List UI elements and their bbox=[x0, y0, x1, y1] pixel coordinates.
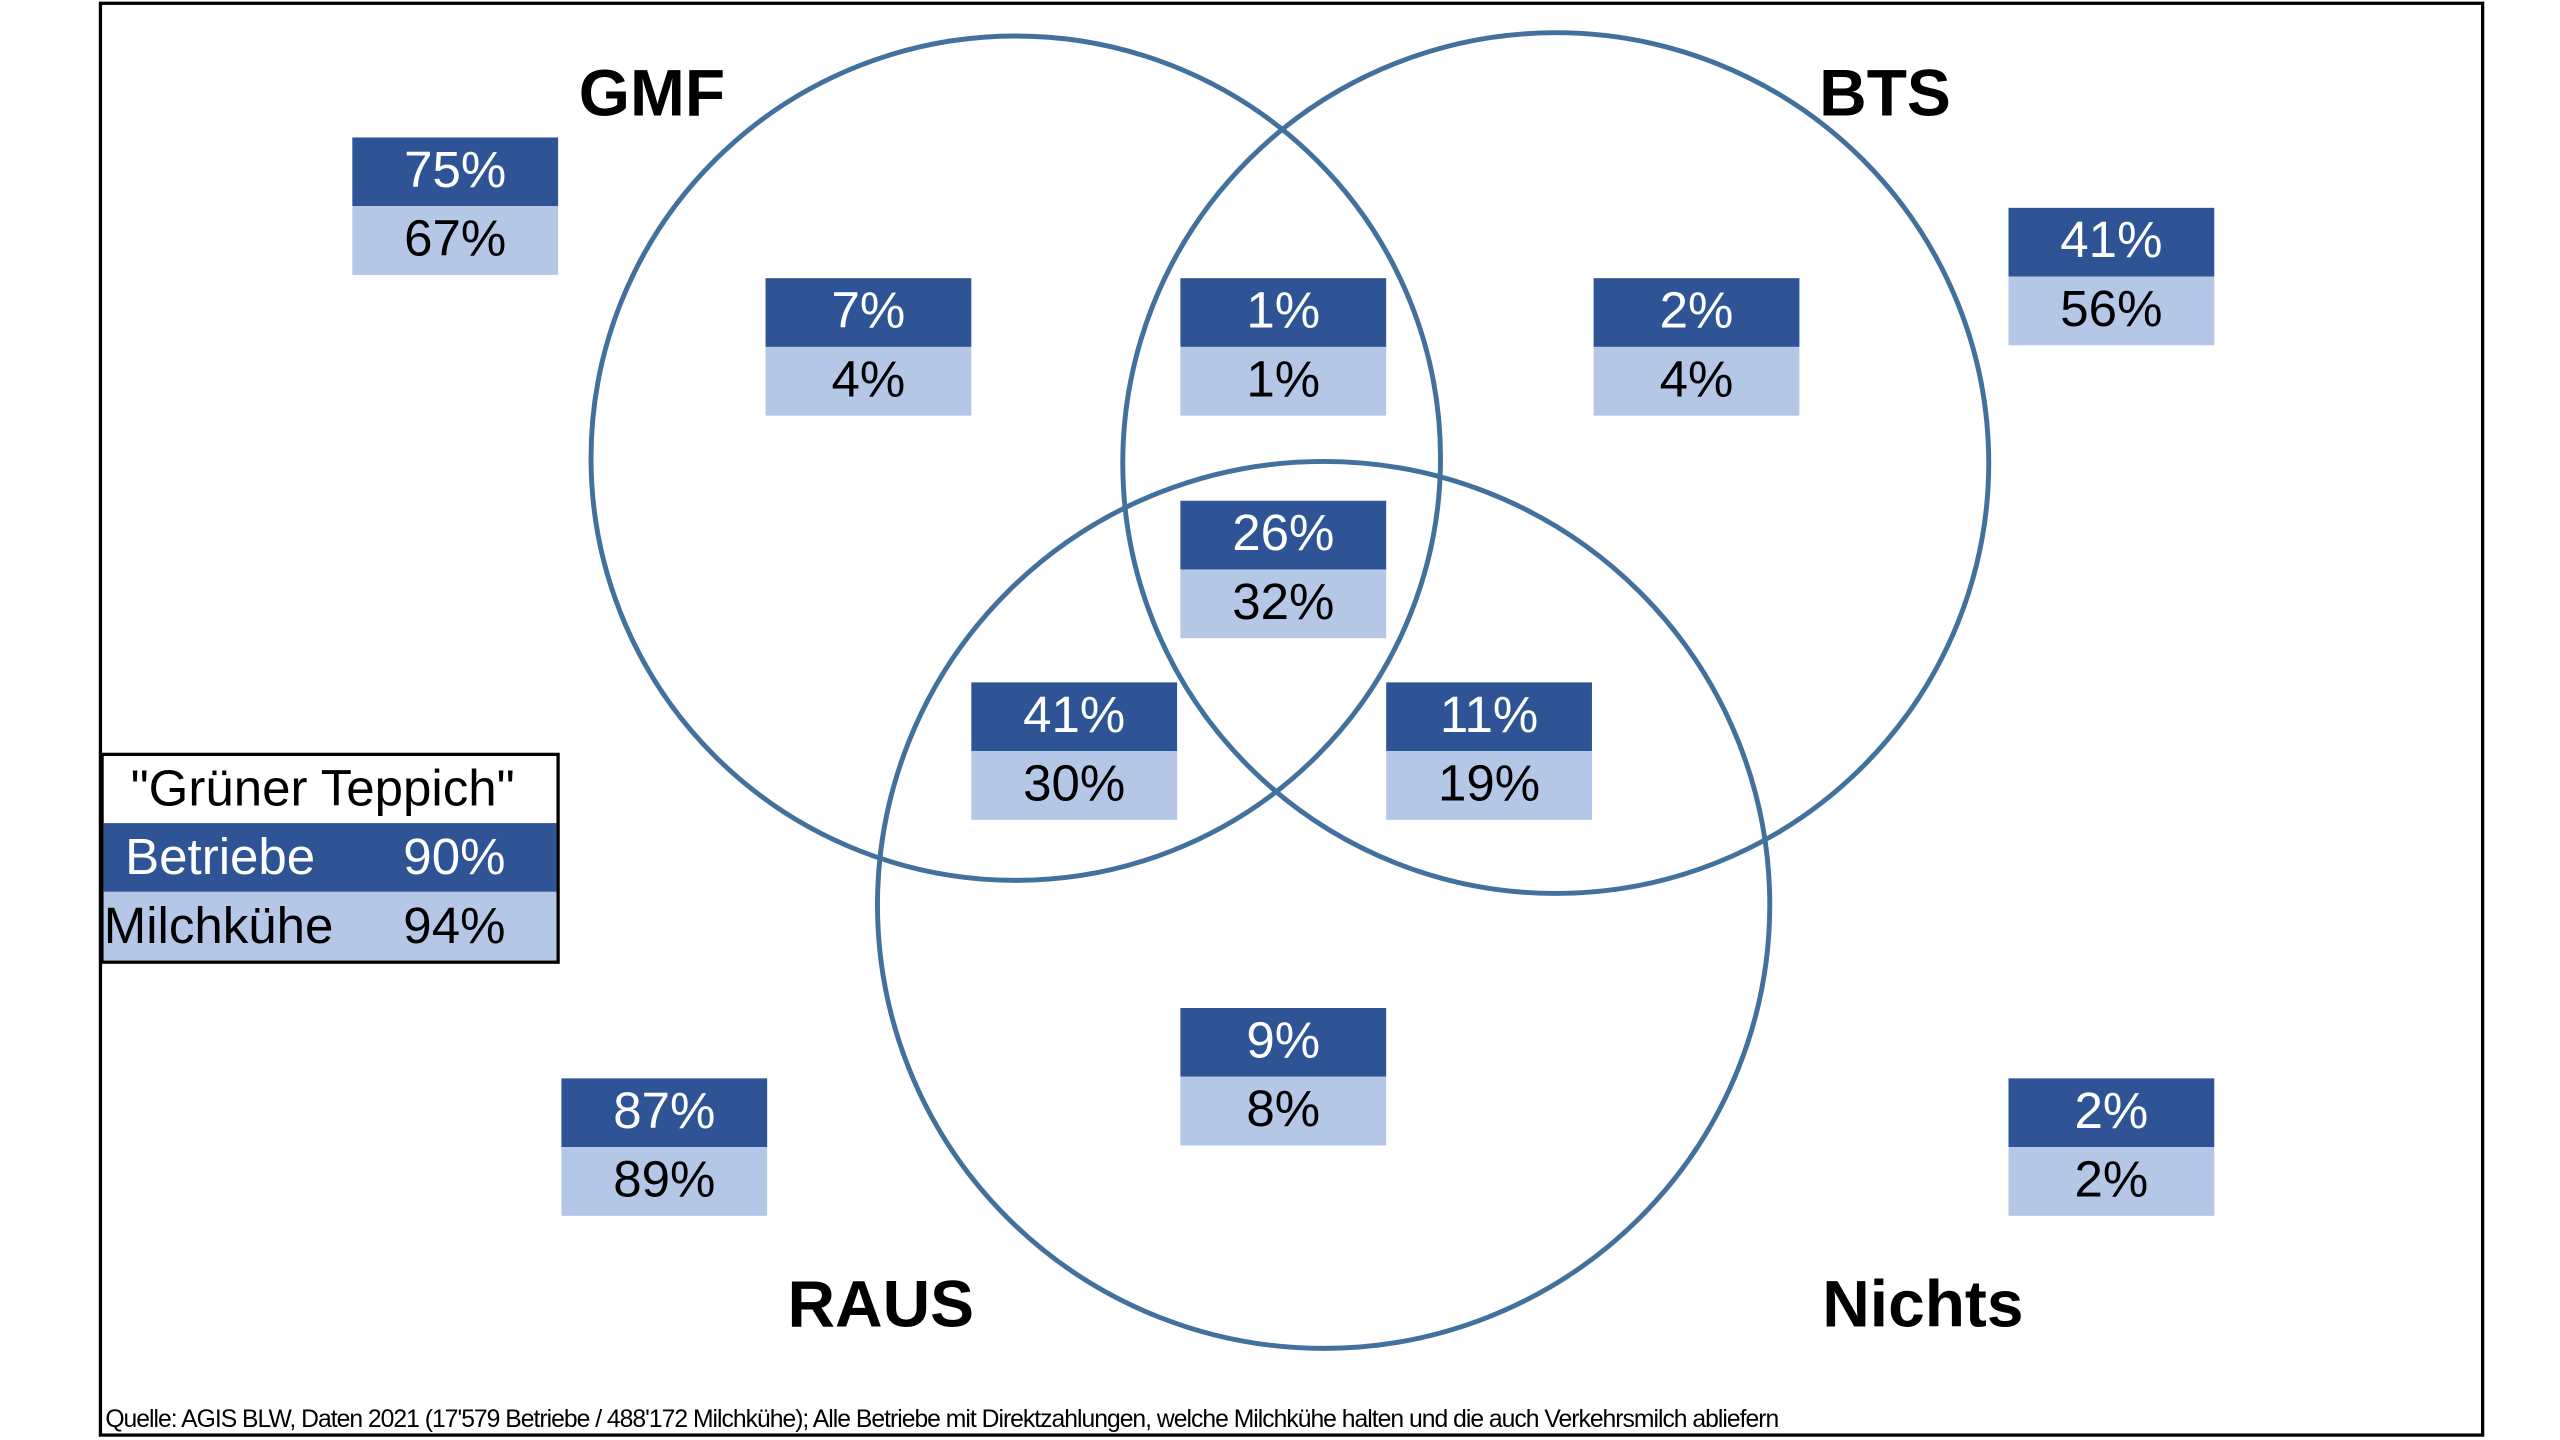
region-betriebe-bg bbox=[1386, 682, 1592, 752]
region-milchkuehe-bg bbox=[1180, 346, 1387, 416]
region-milchkuehe: 89% bbox=[613, 1151, 715, 1208]
region-betriebe-bg bbox=[2008, 1078, 2215, 1148]
region-milchkuehe-bg bbox=[765, 346, 972, 416]
region-betriebe-bg bbox=[1180, 1008, 1387, 1077]
region-betriebe: 75% bbox=[404, 141, 506, 198]
region-betriebe: 2% bbox=[1660, 282, 1734, 339]
region-betriebe-bg bbox=[971, 682, 1178, 752]
region-milchkuehe-bg bbox=[1593, 346, 1800, 416]
region-betriebe: 41% bbox=[2060, 211, 2162, 268]
legend-label: Betriebe bbox=[125, 828, 315, 885]
region-betriebe: 9% bbox=[1246, 1012, 1320, 1069]
region-milchkuehe-bg bbox=[2008, 1147, 2215, 1216]
set-label: Nichts bbox=[1822, 1268, 2023, 1341]
region-milchkuehe: 30% bbox=[1023, 755, 1125, 812]
region-betriebe: 87% bbox=[613, 1082, 715, 1139]
region-milchkuehe: 56% bbox=[2060, 280, 2162, 337]
region-milchkuehe-bg bbox=[2008, 276, 2215, 346]
region-milchkuehe-bg bbox=[561, 1147, 768, 1216]
region-betriebe: 11% bbox=[1440, 686, 1538, 743]
region-milchkuehe: 8% bbox=[1246, 1080, 1320, 1137]
region-betriebe-bg bbox=[1180, 278, 1387, 347]
region-betriebe-bg bbox=[352, 137, 559, 207]
circle-gmf bbox=[588, 33, 1443, 883]
source-note: Quelle: AGIS BLW, Daten 2021 (17'579 Bet… bbox=[105, 1406, 1778, 1433]
region-milchkuehe-bg bbox=[1386, 751, 1592, 820]
region-milchkuehe: 1% bbox=[1246, 350, 1320, 407]
region-milchkuehe: 4% bbox=[832, 350, 906, 407]
region-betriebe-bg bbox=[765, 278, 972, 347]
region-milchkuehe-bg bbox=[971, 751, 1178, 820]
region-milchkuehe-bg bbox=[352, 206, 559, 275]
region-betriebe-bg bbox=[2008, 207, 2215, 277]
set-label: BTS bbox=[1819, 57, 1951, 130]
legend-value: 90% bbox=[403, 828, 505, 885]
region-betriebe: 2% bbox=[2075, 1082, 2149, 1139]
legend-row-bg bbox=[103, 823, 557, 892]
region-milchkuehe: 2% bbox=[2075, 1151, 2149, 1208]
region-betriebe: 41% bbox=[1023, 686, 1125, 743]
legend-row-bg bbox=[103, 891, 557, 961]
legend-label: Milchkühe bbox=[104, 897, 334, 954]
region-betriebe: 1% bbox=[1246, 282, 1320, 339]
region-milchkuehe: 32% bbox=[1232, 573, 1334, 630]
region-milchkuehe-bg bbox=[1180, 1076, 1387, 1146]
region-milchkuehe: 4% bbox=[1660, 350, 1734, 407]
set-label: GMF bbox=[579, 57, 725, 130]
legend-value: 94% bbox=[403, 897, 505, 954]
region-betriebe: 26% bbox=[1232, 504, 1334, 561]
region-betriebe-bg bbox=[1593, 278, 1800, 347]
region-betriebe-bg bbox=[1180, 500, 1387, 570]
circle-raus bbox=[875, 459, 1773, 1351]
region-betriebe-bg bbox=[561, 1078, 768, 1148]
region-milchkuehe-bg bbox=[1180, 569, 1387, 639]
set-label: RAUS bbox=[787, 1268, 974, 1341]
region-milchkuehe: 67% bbox=[404, 210, 506, 267]
region-milchkuehe: 19% bbox=[1438, 755, 1540, 812]
legend-title: "Grüner Teppich" bbox=[131, 760, 515, 817]
region-betriebe: 7% bbox=[832, 282, 906, 339]
legend: "Grüner Teppich" Betriebe 90% Milchkühe … bbox=[100, 752, 560, 964]
circle-bts bbox=[1120, 30, 1992, 896]
